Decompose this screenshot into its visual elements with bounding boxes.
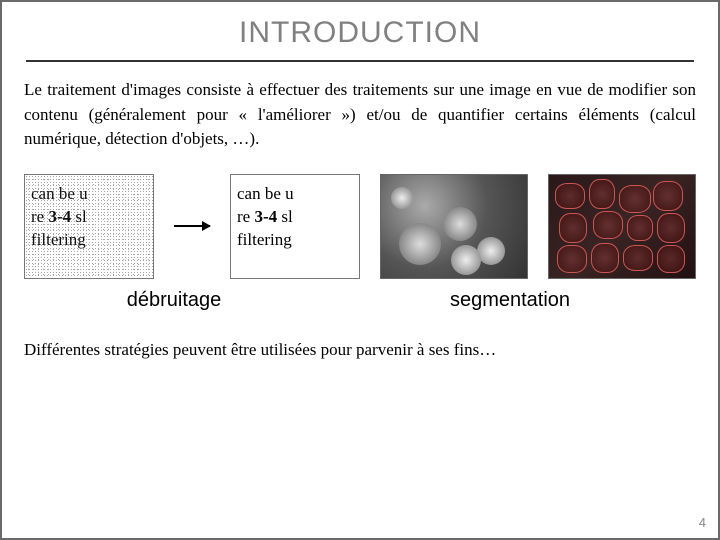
noisy-line3: filtering — [31, 230, 86, 249]
arrow-icon — [174, 225, 210, 227]
closing-paragraph: Différentes stratégies peuvent être util… — [24, 340, 696, 360]
slide-title: INTRODUCTION — [2, 16, 718, 50]
denoise-after-image: can be u re 3-4 sl filtering — [230, 174, 360, 279]
noisy-line2a: re — [31, 207, 48, 226]
title-rule — [26, 60, 694, 62]
label-segmentation: segmentation — [324, 289, 696, 312]
denoise-before-image: can be u re 3-4 sl filtering — [24, 174, 154, 279]
segmentation-after-image — [548, 174, 696, 279]
clean-line2a: re — [237, 207, 254, 226]
figure-row: can be u re 3-4 sl filtering can be u re… — [24, 174, 696, 279]
noisy-line2c: sl — [71, 207, 87, 226]
page-number: 4 — [699, 515, 706, 530]
clean-line3: filtering — [237, 230, 292, 249]
segmentation-before-image — [380, 174, 528, 279]
intro-paragraph: Le traitement d'images consiste à effect… — [24, 78, 696, 152]
clean-line1: can be u — [237, 184, 294, 203]
noisy-line1: can be u — [31, 184, 88, 203]
clean-line2c: sl — [277, 207, 293, 226]
label-denoising: débruitage — [24, 289, 324, 312]
noisy-line2b: 3-4 — [48, 207, 71, 226]
clean-line2b: 3-4 — [254, 207, 277, 226]
figure-labels: débruitage segmentation — [24, 289, 696, 312]
